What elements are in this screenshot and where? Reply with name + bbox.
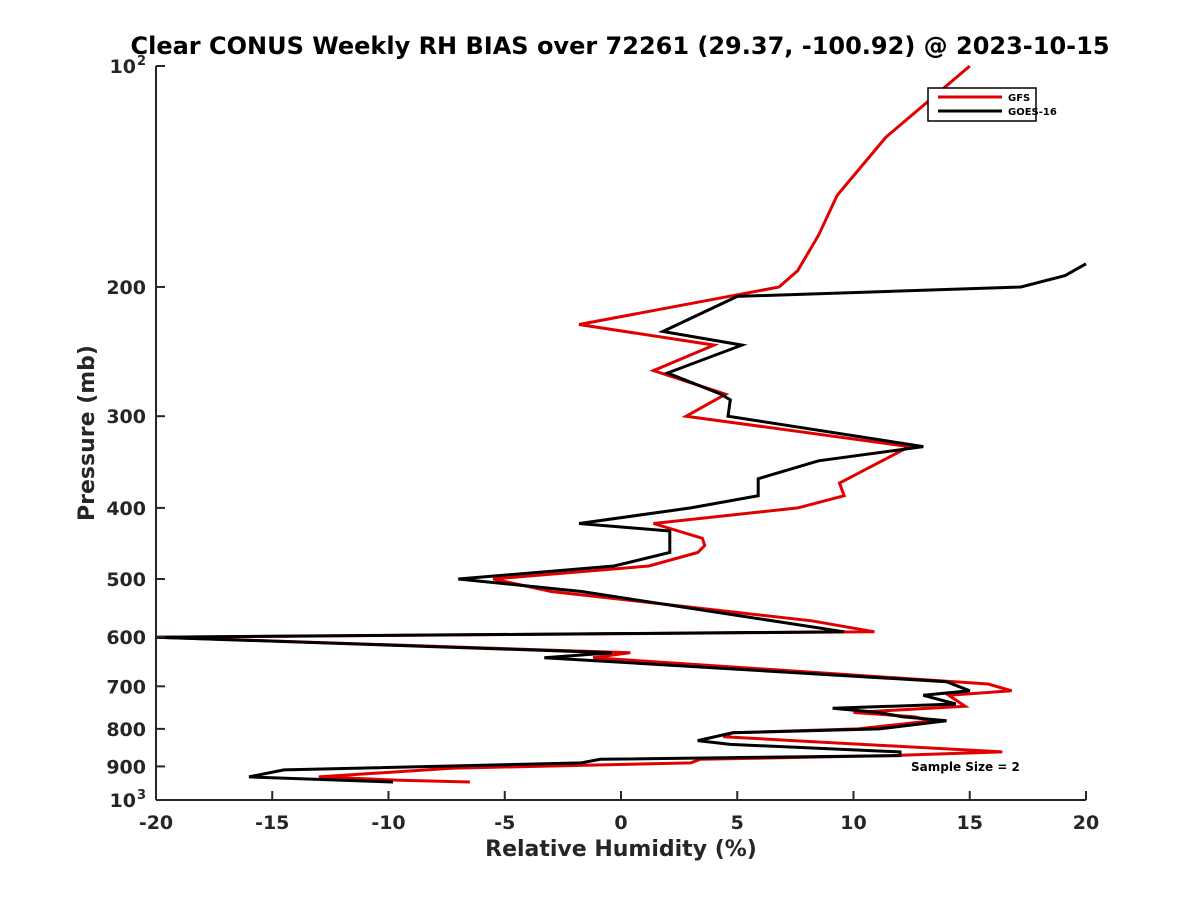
- x-tick-label: 5: [731, 812, 744, 834]
- legend: GFS GOES-16: [927, 87, 1057, 122]
- series-layer: [155, 64, 1087, 784]
- y-tick-label: 400: [106, 498, 146, 520]
- x-tick-label: 10: [840, 812, 866, 834]
- legend-label-gfs: GFS: [1008, 93, 1030, 104]
- y-axis-label: Pressure (mb): [75, 345, 100, 521]
- y-tick-label: 200: [106, 277, 146, 299]
- y-tick-label: 10: [110, 56, 136, 78]
- x-tick-label: -15: [255, 812, 289, 834]
- x-tick-label: 20: [1073, 812, 1099, 834]
- y-tick-exponent: 3: [137, 788, 146, 803]
- y-tick-label: 500: [106, 569, 146, 591]
- x-tick-label: -10: [371, 812, 405, 834]
- series-line-goes16: [155, 262, 1087, 784]
- y-tick-label: 10: [110, 790, 136, 812]
- y-tick-label: 700: [106, 676, 146, 698]
- legend-box: [927, 87, 1037, 122]
- plot-area: -20 -15 -10 -5 0 5 10 15 20 10 220030040050060070…: [106, 54, 1099, 834]
- x-tick-label: 0: [614, 812, 627, 834]
- x-axis-label: Relative Humidity (%): [485, 837, 757, 862]
- x-tick-label: -5: [494, 812, 515, 834]
- x-tick-label: 15: [957, 812, 983, 834]
- y-tick-label: 900: [106, 756, 146, 778]
- y-tick-label: 800: [106, 719, 146, 741]
- x-tick-label: -20: [139, 812, 173, 834]
- x-ticks: -20 -15 -10 -5 0 5 10 15 20: [139, 791, 1099, 834]
- chart-title: Clear CONUS Weekly RH BIAS over 72261 (2…: [130, 32, 1109, 60]
- sample-size-annotation: Sample Size = 2: [911, 760, 1020, 774]
- y-tick-exponent: 2: [137, 54, 146, 69]
- y-tick-label: 600: [106, 627, 146, 649]
- series-line-gfs: [155, 64, 1013, 784]
- legend-label-goes16: GOES-16: [1008, 107, 1057, 118]
- y-tick-label: 300: [106, 406, 146, 428]
